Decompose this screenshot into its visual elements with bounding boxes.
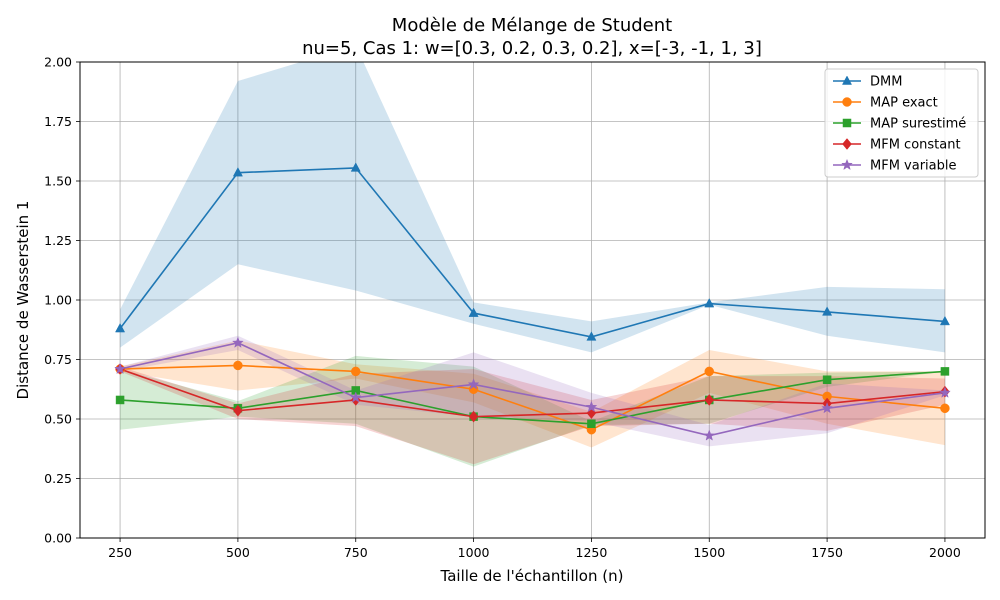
y-tick-label: 2.00 — [44, 55, 72, 70]
data-point — [231, 336, 244, 348]
x-tick-label: 500 — [226, 545, 250, 560]
data-point — [115, 395, 125, 405]
data-point — [704, 366, 715, 377]
legend: DMM MAP exact MAP surestimé MFM constant MFM… — [824, 68, 979, 178]
legend-box — [824, 68, 979, 178]
legend-marker — [842, 138, 852, 150]
data-point — [115, 323, 126, 333]
series-lines — [119, 167, 946, 437]
data-point — [704, 298, 715, 308]
x-tick-label: 1000 — [458, 545, 490, 560]
x-tick-label: 750 — [344, 545, 368, 560]
legend-label: MAP exact — [870, 96, 938, 111]
legend-label: MAP surestimé — [870, 117, 966, 132]
data-point — [233, 360, 243, 371]
data-point — [703, 429, 716, 441]
data-point — [822, 306, 833, 316]
data-point — [940, 403, 950, 414]
series-line-3 — [119, 368, 946, 418]
data-point — [585, 400, 598, 413]
y-axis-label: Distance de Wasserstein 1 — [14, 201, 32, 400]
axis-ticks: 250 500 750 1000 1250 1500 1750 2000 0.00 0.25 0.5… — [44, 55, 961, 561]
data-point — [822, 375, 832, 384]
x-tick-label: 1750 — [811, 545, 843, 560]
chart-subtitle: nu=5, Cas 1: w=[0.3, 0.2, 0.3, 0.2], x=[… — [302, 38, 762, 59]
y-tick-label: 1.25 — [44, 233, 72, 248]
data-point — [349, 391, 362, 403]
series-line-4 — [119, 342, 946, 437]
data-point — [467, 378, 480, 390]
x-tick-label: 250 — [108, 545, 132, 560]
band-4 — [120, 335, 945, 447]
y-tick-label: 1.75 — [44, 114, 72, 129]
data-point — [114, 362, 126, 375]
x-tick-label: 1500 — [693, 545, 725, 560]
data-point — [704, 394, 715, 406]
legend-marker — [842, 118, 852, 128]
band-0 — [120, 62, 945, 353]
x-axis-label: Taille de l'échantillon (n) — [440, 567, 624, 585]
band-1 — [120, 340, 945, 448]
legend-marker — [842, 97, 852, 107]
x-tick-label: 2000 — [929, 545, 961, 560]
data-point — [350, 162, 361, 172]
data-point — [940, 367, 950, 376]
y-tick-label: 0.75 — [44, 352, 72, 367]
y-tick-label: 0.00 — [44, 531, 72, 546]
data-point — [350, 366, 361, 377]
data-point — [468, 410, 479, 423]
data-point — [586, 331, 597, 341]
legend-marker — [841, 75, 853, 85]
y-tick-label: 0.25 — [44, 471, 72, 486]
data-point — [233, 404, 243, 417]
legend-label: DMM — [870, 75, 902, 90]
chart-title: Modèle de Mélange de Student — [392, 15, 672, 36]
data-point — [468, 307, 479, 317]
data-point — [821, 402, 834, 414]
legend-label: MFM constant — [870, 138, 961, 153]
series-line-1 — [120, 364, 946, 431]
data-point — [232, 167, 243, 177]
data-point — [939, 386, 951, 398]
x-tick-label: 1250 — [576, 545, 608, 560]
confidence-bands — [120, 62, 945, 467]
data-point — [939, 315, 950, 326]
y-tick-label: 1.00 — [44, 293, 72, 308]
series-line-2 — [120, 370, 945, 425]
legend-label: MFM variable — [870, 159, 957, 174]
data-point — [587, 419, 596, 429]
series-line-0 — [119, 167, 945, 338]
y-tick-label: 1.50 — [44, 174, 72, 189]
y-tick-label: 0.50 — [44, 412, 72, 427]
series-markers — [114, 162, 951, 441]
legend-marker — [841, 158, 853, 171]
